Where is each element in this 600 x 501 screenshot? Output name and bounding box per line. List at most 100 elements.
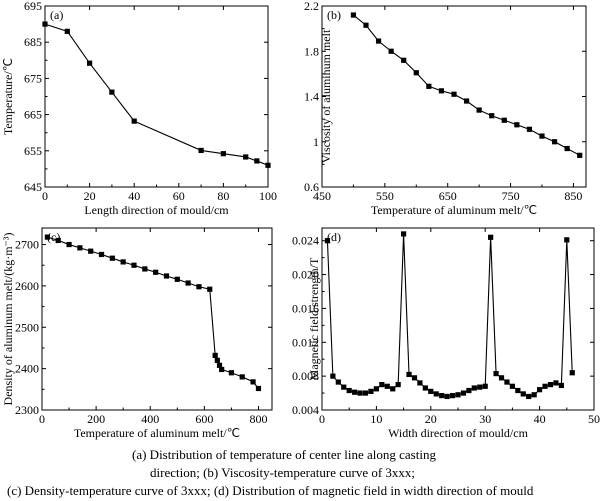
data-point <box>109 255 115 261</box>
data-point <box>163 273 170 279</box>
data-point <box>341 384 347 390</box>
data-point <box>413 70 419 76</box>
data-point <box>239 374 245 380</box>
data-point <box>87 60 93 66</box>
caption-line-2: direction; (b) Viscosity-temperature cur… <box>150 465 416 480</box>
data-point <box>198 147 204 154</box>
x-tick-label: 650 <box>439 189 457 203</box>
figure-canvas: 0 20 40 60 80 100645655665675685695(a)Length … <box>1 0 600 440</box>
y-tick-label: 675 <box>24 71 42 85</box>
data-point <box>44 234 51 240</box>
x-tick-label: 40 <box>534 412 546 426</box>
x-tick-label: 0 <box>42 189 48 203</box>
data-point <box>220 151 226 157</box>
data-point <box>335 379 341 385</box>
x-axis-label: Width direction of mould/cm <box>388 426 528 440</box>
y-tick-label: 0.020 <box>292 268 319 282</box>
data-point <box>64 28 70 34</box>
data-point <box>526 393 532 400</box>
data-point <box>564 237 570 243</box>
data-point <box>384 383 390 389</box>
series-line <box>353 14 580 156</box>
data-point <box>330 373 336 379</box>
y-tick-label: 0.016 <box>292 301 319 315</box>
data-point <box>350 12 357 18</box>
data-point <box>362 390 369 396</box>
data-point <box>250 379 256 385</box>
x-tick-label: 550 <box>376 189 394 203</box>
data-point <box>324 238 331 244</box>
data-point <box>66 241 72 248</box>
data-point <box>406 371 412 378</box>
data-point <box>265 162 271 168</box>
data-point <box>422 385 428 391</box>
data-point <box>411 375 418 381</box>
data-point <box>214 357 220 363</box>
y-tick-label: 685 <box>24 35 42 49</box>
y-tick-label: 2400 <box>15 362 39 376</box>
data-point <box>363 22 369 28</box>
data-point <box>185 280 191 286</box>
y-tick-label: 1 <box>313 135 319 149</box>
data-point <box>254 158 260 164</box>
data-point <box>449 393 456 399</box>
y-tick-label: 2.2 <box>304 0 319 13</box>
data-point <box>368 388 374 394</box>
y-tick-label: 2500 <box>15 320 39 334</box>
y-axis-label: Viscosity of aluminum melt <box>319 29 333 163</box>
data-point <box>426 83 432 89</box>
data-point <box>174 276 180 282</box>
data-point <box>77 245 83 251</box>
data-point <box>388 48 394 54</box>
series-line <box>326 233 573 398</box>
data-point <box>551 139 558 145</box>
data-point <box>255 385 262 392</box>
data-point <box>455 392 461 398</box>
data-point <box>520 391 526 397</box>
chart-panel-b: 450 550 650 750 850 0.6 1 1.4 1.8 2.2 (b) Temperatu… <box>304 0 587 217</box>
data-point <box>131 118 137 124</box>
data-point <box>196 284 202 290</box>
x-tick-label: 60 <box>173 189 185 203</box>
data-point <box>466 387 472 394</box>
data-point <box>531 392 537 398</box>
data-point <box>477 384 483 390</box>
x-axis-label: Temperature of aluminum melt/℃ <box>371 203 537 217</box>
data-point <box>553 380 559 386</box>
data-point <box>504 379 510 385</box>
x-tick-label: 450 <box>313 189 331 203</box>
series-line <box>47 236 259 389</box>
x-axis-label: Length direction of mould/cm <box>84 203 229 217</box>
y-tick-label: 2600 <box>15 279 39 293</box>
data-point <box>558 382 564 389</box>
data-point <box>526 126 533 132</box>
data-point <box>390 386 396 392</box>
y-tick-label: 0.008 <box>292 369 319 383</box>
data-point <box>401 57 407 63</box>
data-point <box>460 390 467 396</box>
data-point <box>489 113 495 119</box>
data-point <box>439 393 445 399</box>
x-tick-label: 80 <box>217 189 229 203</box>
data-point <box>482 383 488 389</box>
y-tick-label: 2300 <box>15 403 39 417</box>
x-tick-label: 750 <box>502 189 520 203</box>
caption-line-1: (a) Distribution of temperature of cente… <box>132 447 436 462</box>
x-tick-label: 200 <box>87 412 105 426</box>
data-point <box>444 393 450 400</box>
plot-frame <box>41 227 273 411</box>
x-tick-label: 400 <box>141 412 159 426</box>
data-point <box>501 117 507 123</box>
x-tick-label: 20 <box>425 412 437 426</box>
y-tick-label: 0.024 <box>292 234 319 248</box>
x-tick-label: 600 <box>195 412 213 426</box>
data-point <box>357 390 363 396</box>
data-point <box>212 352 218 358</box>
plot-frame <box>44 5 269 188</box>
data-point <box>433 391 439 397</box>
data-point <box>451 91 457 97</box>
data-point <box>428 388 434 394</box>
data-point <box>375 38 382 44</box>
data-point <box>577 152 583 158</box>
data-point <box>395 382 401 388</box>
